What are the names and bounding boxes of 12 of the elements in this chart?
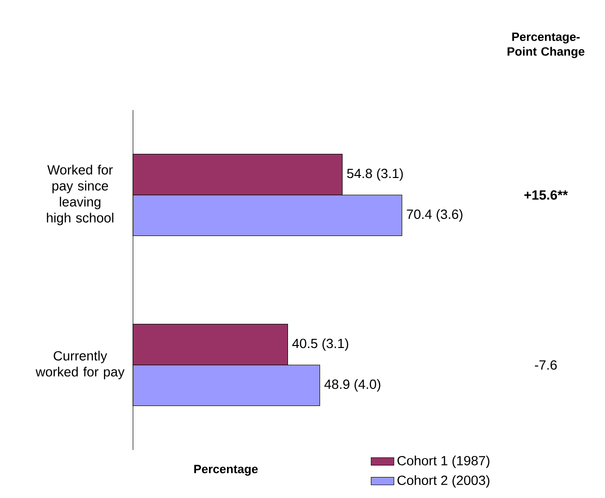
- legend-label: Cohort 2 (2003): [398, 475, 490, 488]
- legend-label: Cohort 1 (1987): [398, 456, 490, 468]
- data-label: 70.4 (3.6): [406, 209, 462, 222]
- data-label: 40.5 (3.1): [292, 338, 348, 351]
- x-axis-title: Percentage: [194, 464, 258, 476]
- text: -7.6: [534, 360, 557, 370]
- data-label: 48.9 (4.0): [324, 379, 380, 392]
- text: +15.6**: [524, 190, 568, 200]
- text: Percentage-Point Change: [508, 32, 584, 58]
- y-tick-label: Worked for pay since leaving high school: [46, 164, 114, 226]
- data-label: 54.8 (3.1): [347, 168, 403, 181]
- y-tick-label: Currently worked for pay: [36, 350, 125, 380]
